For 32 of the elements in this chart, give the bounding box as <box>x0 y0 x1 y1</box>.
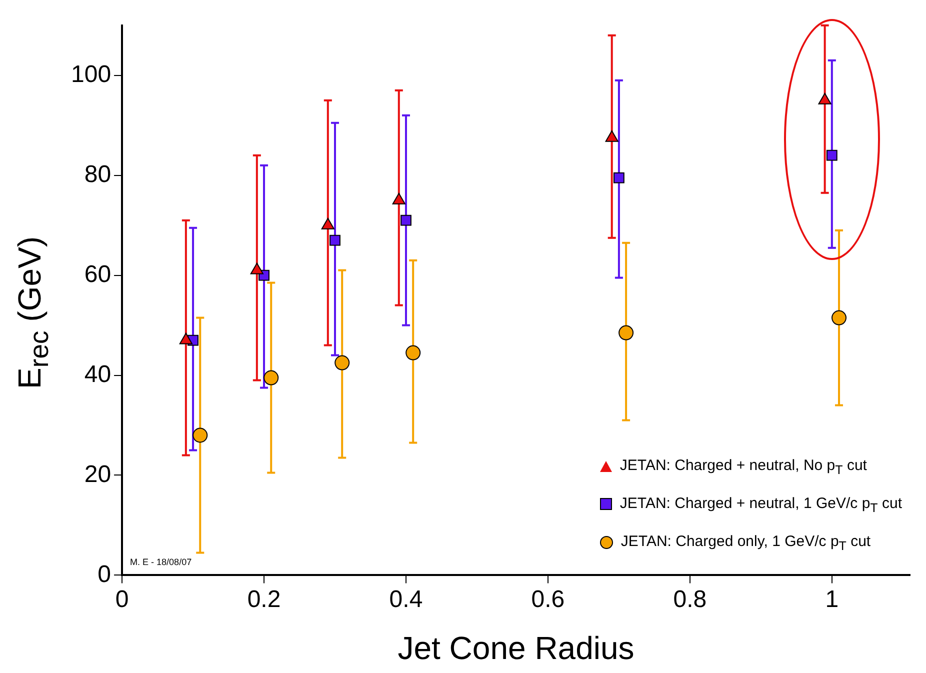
legend-label: JETAN: Charged + neutral, No p$_{T}$ cut <box>620 457 867 478</box>
y-tick-label: 20 <box>84 460 112 488</box>
y-tick-label: 60 <box>84 260 112 288</box>
y-tick-label: 40 <box>84 360 112 388</box>
point <box>826 150 838 161</box>
x-tick-label: 0 <box>115 586 129 614</box>
point <box>192 428 208 443</box>
x-tick-label: 1 <box>825 586 839 614</box>
point <box>618 325 634 340</box>
legend-label: JETAN: Charged only, 1 GeV/c p$_{T}$ cut <box>620 533 871 554</box>
x-axis-title: Jet Cone Radius <box>396 630 636 667</box>
x-tick-label: 0.2 <box>247 586 281 614</box>
point <box>406 345 421 360</box>
point <box>321 218 334 230</box>
point <box>605 130 618 142</box>
x-tick-label: 0.8 <box>673 586 707 614</box>
y-tick-label: 80 <box>84 160 112 188</box>
point <box>334 355 350 370</box>
annotation: M. E - 18/08/07 <box>130 557 192 568</box>
point <box>400 214 412 226</box>
point <box>392 192 406 204</box>
y-tick-label: 0 <box>98 560 112 588</box>
point <box>330 234 340 246</box>
point <box>264 370 279 386</box>
x-tick-label: 0.6 <box>531 586 565 614</box>
y-tick-label: 100 <box>70 61 112 88</box>
point <box>250 262 264 274</box>
point <box>614 172 624 184</box>
x-tick-label: 0.4 <box>389 586 423 614</box>
point <box>832 310 847 326</box>
point <box>818 92 832 104</box>
legend-label: JETAN: Charged + neutral, 1 GeV/c p$_{T}$ cut <box>620 495 902 516</box>
